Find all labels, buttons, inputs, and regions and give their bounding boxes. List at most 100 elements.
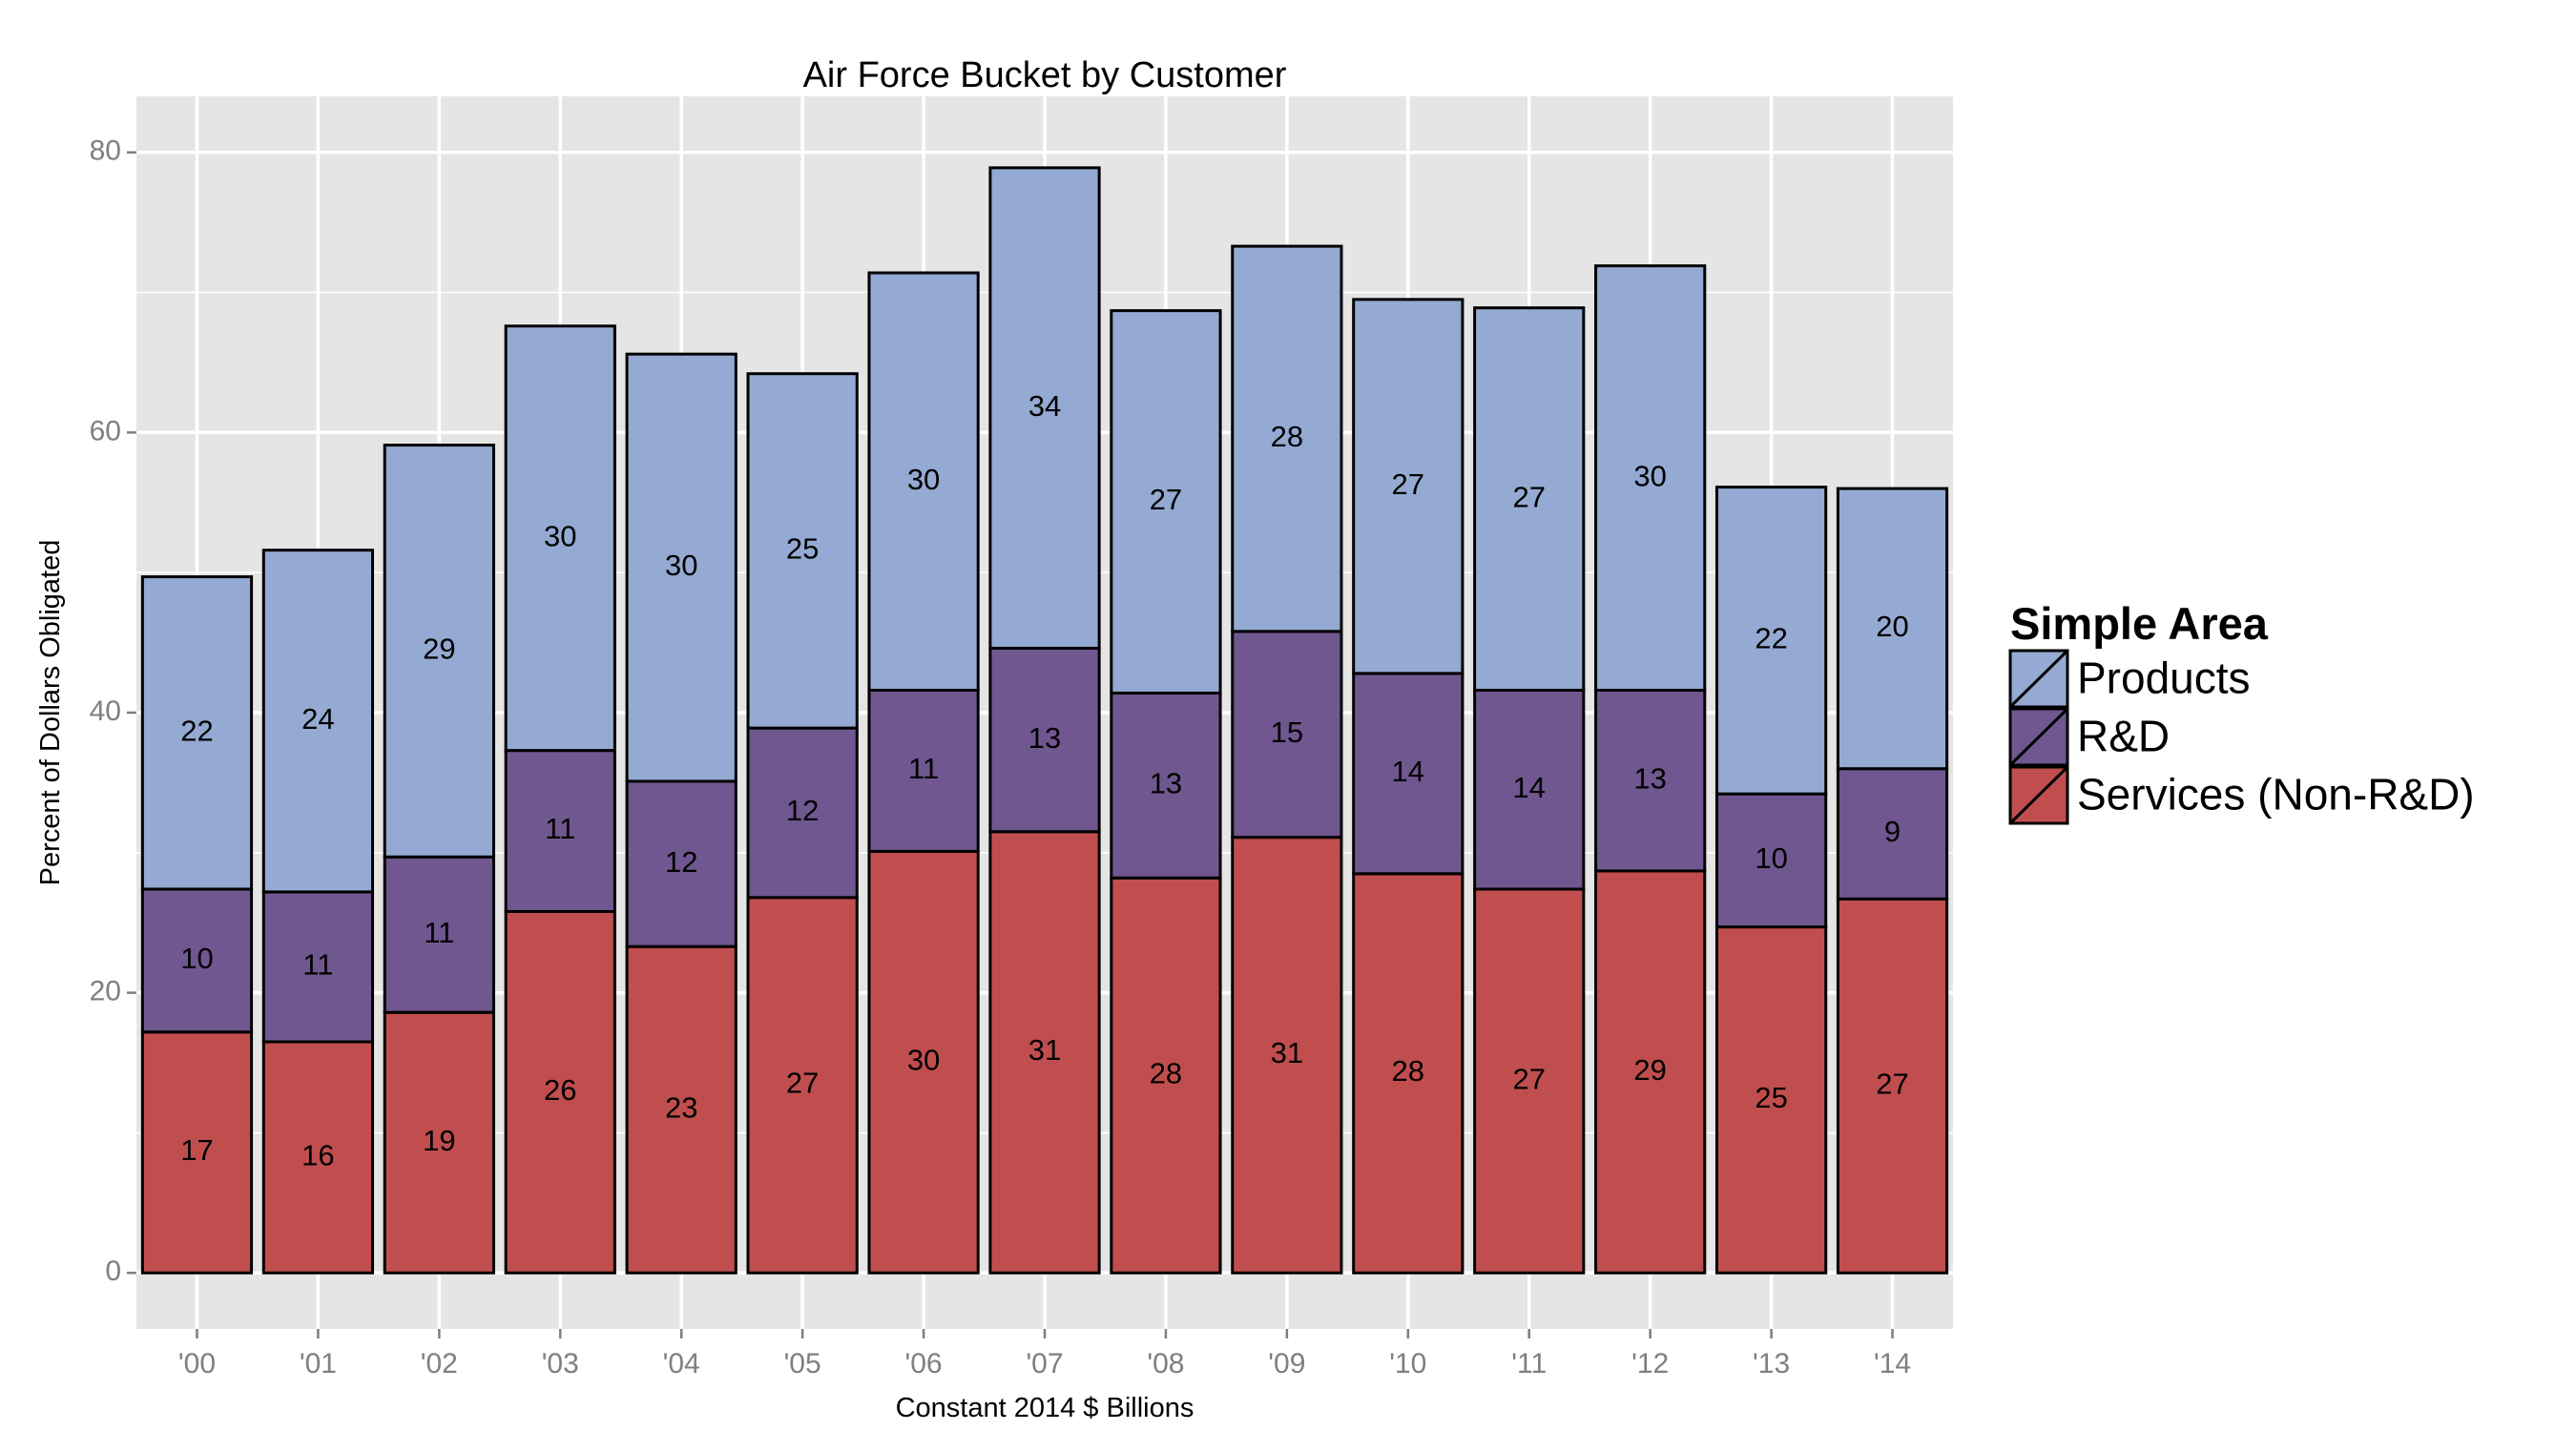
x-tick-label: '01 — [300, 1348, 337, 1379]
bar-segment — [1110, 691, 1222, 880]
legend-title: Simple Area — [2010, 598, 2269, 649]
bar-value-label: 22 — [1755, 622, 1787, 655]
y-axis-title: Percent of Dollars Obligated — [35, 540, 66, 886]
bar-value-label: 15 — [1271, 716, 1303, 749]
chart-title: Air Force Bucket by Customer — [803, 55, 1287, 95]
legend-entry: Products — [2008, 649, 2251, 709]
bar-value-label: 12 — [665, 845, 697, 879]
bar-segment — [1231, 244, 1343, 633]
legend-key-slash — [2008, 707, 2069, 767]
bar-value-label: 30 — [907, 463, 940, 496]
legend-key-slash — [2008, 765, 2069, 825]
bar-value-label: 30 — [1633, 459, 1666, 492]
bar-segment — [1594, 869, 1707, 1275]
bar-value-label: 24 — [301, 702, 334, 736]
x-tick-label: '05 — [784, 1348, 821, 1379]
bar-segment — [140, 887, 254, 1034]
y-tick-label: 60 — [90, 415, 121, 446]
legend-entry: Services (Non-R&D) — [2008, 765, 2475, 825]
bar-segment — [1714, 792, 1828, 929]
bar-value-label: 31 — [1028, 1033, 1061, 1067]
data-labels: 17 10 22 16 11 24 19 11 29 26 11 30 23 12 30 27 12 25 30 11… — [180, 389, 1909, 1172]
bar-segment — [504, 909, 616, 1275]
legend-label: Services (Non-R&D) — [2077, 770, 2475, 819]
bar-segment — [140, 575, 254, 891]
x-tick-label: '08 — [1147, 1348, 1184, 1379]
x-tick-label: '13 — [1753, 1348, 1790, 1379]
bar-value-label: 11 — [908, 752, 939, 785]
bar-segment — [988, 646, 1101, 834]
bar-segment — [1110, 309, 1222, 695]
legend: Simple Area Products R&D Services (Non-R&D… — [2008, 598, 2475, 825]
bar-value-label: 30 — [907, 1043, 940, 1076]
bar-value-label: 27 — [1150, 483, 1182, 516]
x-tick-label: '14 — [1874, 1348, 1911, 1379]
bar-value-label: 13 — [1028, 721, 1061, 755]
bar-value-label: 14 — [1392, 755, 1424, 788]
bar-segment — [625, 352, 737, 783]
x-tick-label: '06 — [905, 1348, 943, 1379]
y-tick-label: 0 — [105, 1255, 121, 1287]
x-tick-label: '00 — [178, 1348, 216, 1379]
bar-value-label: 25 — [1755, 1081, 1787, 1114]
bar-segment — [261, 1040, 375, 1275]
bar-value-label: 34 — [1028, 389, 1061, 423]
bar-value-label: 28 — [1392, 1054, 1424, 1088]
bar-value-label: 11 — [302, 948, 333, 982]
x-tick-label: '11 — [1511, 1348, 1547, 1379]
bar-segment — [625, 779, 737, 948]
bar-segment — [625, 944, 737, 1275]
bar-value-label: 31 — [1271, 1036, 1303, 1069]
bar-segment — [988, 830, 1101, 1275]
bar-value-label: 30 — [544, 519, 576, 552]
bar-value-label: 26 — [544, 1073, 576, 1107]
bar-segment — [1714, 925, 1828, 1275]
bar-segment — [383, 855, 495, 1014]
bar-segment — [746, 726, 859, 900]
bar-value-label: 14 — [1512, 771, 1545, 804]
y-tick-label: 40 — [90, 695, 121, 727]
bar-value-label: 13 — [1633, 761, 1666, 795]
bar-value-label: 13 — [1150, 767, 1182, 800]
bar-value-label: 28 — [1150, 1056, 1182, 1089]
bar-value-label: 27 — [1512, 480, 1545, 513]
bar-value-label: 27 — [1512, 1062, 1545, 1095]
bar-segment — [867, 271, 980, 693]
legend-key-slash — [2008, 649, 2069, 709]
bar-value-label: 27 — [1876, 1067, 1908, 1100]
bar-segment — [1473, 689, 1586, 891]
y-tick-label: 80 — [90, 135, 121, 167]
bar-value-label: 23 — [665, 1090, 697, 1124]
bar-segment — [504, 324, 616, 753]
bar-segment — [1836, 897, 1949, 1275]
legend-label: R&D — [2077, 712, 2170, 761]
bar-value-label: 10 — [180, 942, 213, 975]
y-tick-label: 20 — [90, 976, 121, 1007]
bar-value-label: 28 — [1271, 420, 1303, 453]
bar-value-label: 12 — [786, 794, 819, 827]
bar-segment — [1594, 264, 1707, 693]
bar-value-label: 20 — [1876, 610, 1908, 643]
bar-segment — [746, 896, 859, 1275]
axes: 0 20 40 60 80 '00 '01 '02 '03 '04 '05 '06 '07 '08 '09 '… — [90, 135, 1911, 1379]
bar-value-label: 30 — [665, 549, 697, 582]
bar-segment — [1836, 767, 1949, 901]
bar-value-label: 11 — [424, 916, 454, 949]
bar-value-label: 27 — [786, 1067, 819, 1100]
x-tick-label: '04 — [663, 1348, 700, 1379]
legend-entry: R&D — [2008, 707, 2170, 767]
bar-segment — [1352, 298, 1465, 675]
bar-segment — [1473, 887, 1586, 1275]
bar-value-label: 25 — [786, 532, 819, 566]
bar-segment — [988, 166, 1101, 650]
bar-segment — [383, 444, 495, 859]
bar-segment — [1473, 306, 1586, 693]
bar-segment — [1836, 487, 1949, 771]
bars — [140, 166, 1949, 1275]
bar-value-label: 22 — [180, 714, 213, 747]
bar-segment — [504, 749, 616, 913]
bar-segment — [383, 1010, 495, 1275]
bar-value-label: 17 — [180, 1133, 213, 1167]
x-tick-label: '12 — [1631, 1348, 1669, 1379]
